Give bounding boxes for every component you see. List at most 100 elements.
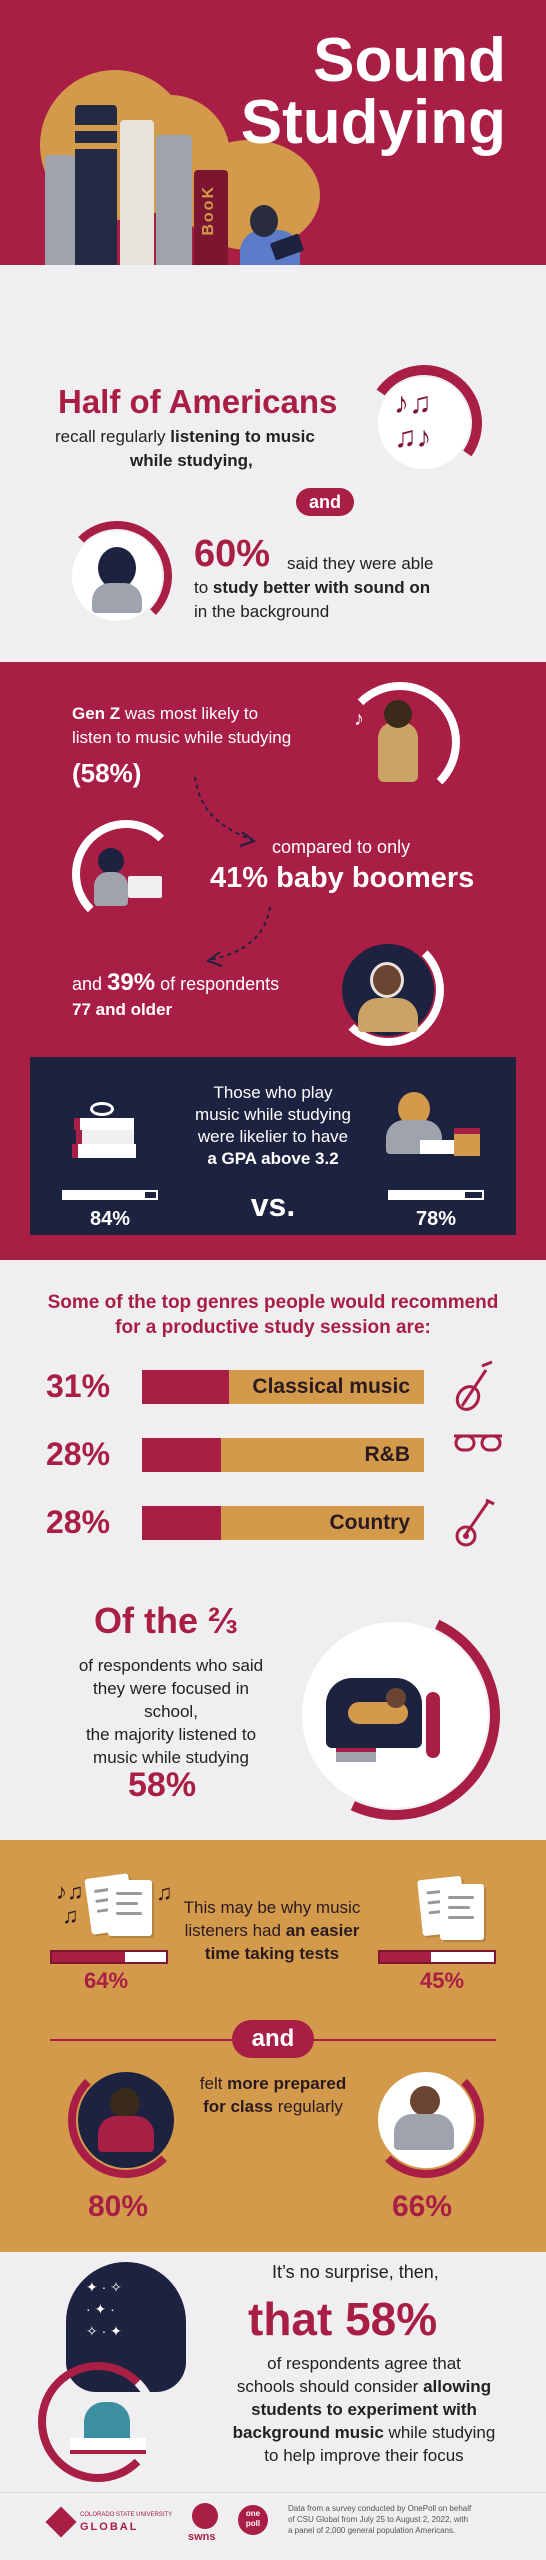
listener-ring xyxy=(62,521,172,631)
intro-section: Half of Americans recall regularly liste… xyxy=(0,265,546,662)
focus-text: of respondents who said they were focuse… xyxy=(78,1656,264,1767)
genz-text: Gen Z was most likely to listen to music… xyxy=(72,704,292,747)
book-illustration xyxy=(156,135,192,265)
tired-student-icon xyxy=(380,1092,480,1162)
reader-ring xyxy=(38,2362,158,2482)
hero-section: BooK Sound Studying xyxy=(0,0,546,265)
generations-section: Gen Z was most likely to listen to music… xyxy=(0,662,546,1260)
headphones-person-icon xyxy=(92,583,142,613)
genre-bar: R&B xyxy=(142,1438,424,1472)
intro-headline: Half of Americans xyxy=(58,383,338,420)
laptop-ring xyxy=(72,820,180,928)
music-notes-icon: ♪♫ ♫ xyxy=(56,1879,84,1928)
focus-pct: 58% xyxy=(128,1766,197,1804)
genre-pct: 28% xyxy=(46,1504,111,1540)
csu-global-logo-text: COLORADO STATE UNIVERSITY GLOBAL xyxy=(80,2512,173,2533)
intro-line-1: recall regularly listening to music xyxy=(55,427,315,446)
prepared-right-pct: 66% xyxy=(392,2190,453,2223)
boomers-stat: 41% baby boomers xyxy=(210,862,475,894)
gpa-vs: vs. xyxy=(250,1187,296,1223)
genz-pct: (58%) xyxy=(72,758,142,788)
conclusion-big: that 58% xyxy=(248,2293,438,2345)
gpa-right-pct: 78% xyxy=(416,1208,457,1230)
swns-logo xyxy=(192,2503,218,2529)
older-line-2: 77 and older xyxy=(72,1000,173,1019)
connector-and: and xyxy=(296,488,354,516)
stat-60: 60% xyxy=(194,533,271,575)
guitar-icon xyxy=(452,1496,496,1553)
title-line-1: Sound xyxy=(313,26,506,95)
genre-bar-fill xyxy=(142,1370,230,1404)
gpa-left-pct: 84% xyxy=(90,1208,131,1230)
laptop-person-icon xyxy=(98,848,124,874)
genre-bar: Country xyxy=(142,1506,424,1540)
book-illustration xyxy=(75,105,117,265)
stressed-person-icon xyxy=(394,2114,454,2150)
older-person-icon xyxy=(370,962,404,998)
stat-60-text-2: to study better with sound on xyxy=(194,578,431,597)
couch-student-icon xyxy=(326,1672,456,1772)
genre-bar-fill xyxy=(142,1438,221,1472)
conclusion-text: of respondents agree that schools should… xyxy=(232,2354,496,2465)
book-spine-text: BooK xyxy=(200,185,217,236)
book-illustration xyxy=(45,155,75,265)
genre-bar-fill xyxy=(142,1506,221,1540)
genres-section: Some of the top genres people would reco… xyxy=(0,1260,546,1840)
dotted-arrow-icon xyxy=(194,776,257,847)
prepared-left-pct: 80% xyxy=(88,2190,149,2223)
conclusion-section: ✦ · ✧ · ✦ · ✧ · ✦ It’s no surprise, then, … xyxy=(0,2252,546,2492)
violin-icon xyxy=(452,1360,496,1417)
stat-60-text-3: in the background xyxy=(194,602,330,621)
music-notes-icon: ♪♫ ♫♪ xyxy=(394,387,432,454)
laptop-icon xyxy=(128,876,162,898)
music-note-icon: ♪ xyxy=(354,708,364,730)
older-person-icon xyxy=(358,998,418,1032)
genre-bar: Classical music xyxy=(142,1370,424,1404)
older-text: and 39% of respondents xyxy=(72,969,280,996)
book-illustration xyxy=(194,170,228,265)
stacked-books-icon xyxy=(72,1102,136,1158)
conclusion-line-1: It’s no surprise, then, xyxy=(272,2262,439,2282)
tests-text: This may be why music listeners had an e… xyxy=(183,1898,361,1963)
music-notes-icon: ♫ xyxy=(156,1880,173,1905)
genre-pct: 31% xyxy=(46,1368,111,1404)
tests-left-bar xyxy=(50,1950,168,1964)
sunglasses-icon xyxy=(452,1428,504,1467)
laptop-person-icon xyxy=(94,872,128,906)
studying-person-icon xyxy=(110,2088,140,2118)
open-book-icon xyxy=(70,2438,146,2454)
genz-ring xyxy=(340,682,460,802)
older-ring xyxy=(332,934,444,1046)
intro-line-2: while studying, xyxy=(130,451,253,470)
swns-logo-text: swns xyxy=(188,2531,216,2543)
footer-source: Data from a survey conducted by OnePoll … xyxy=(288,2504,472,2535)
stars-icon: ✦ · ✧ · ✦ · ✧ · ✦ xyxy=(86,2279,122,2339)
onepoll-logo xyxy=(238,2505,268,2535)
music-notes-circle xyxy=(378,377,470,469)
focus-headline: Of the ⅔ xyxy=(94,1600,239,1641)
genres-heading: Some of the top genres people would reco… xyxy=(47,1292,499,1338)
footer: COLORADO STATE UNIVERSITY GLOBAL swns on… xyxy=(0,2492,546,2560)
prepared-right-ring xyxy=(368,2062,484,2178)
studying-person-icon xyxy=(98,2116,154,2152)
csu-global-logo xyxy=(45,2506,77,2538)
connector-and: and xyxy=(232,2020,314,2058)
genre-label: R&B xyxy=(364,1443,411,1466)
reader-illustration xyxy=(250,205,278,237)
tests-right-bar xyxy=(378,1950,496,1964)
book-illustration xyxy=(120,120,154,265)
genre-pct: 28% xyxy=(46,1436,111,1472)
test-paper-icon xyxy=(440,1884,484,1940)
gpa-right-bar xyxy=(388,1190,484,1200)
onepoll-logo-text: one poll xyxy=(245,2509,261,2528)
stat-60-text-1: said they were able xyxy=(287,554,434,573)
dotted-arrow-icon xyxy=(205,906,271,967)
title-line-2: Studying xyxy=(240,88,506,157)
stressed-person-icon xyxy=(410,2086,440,2116)
tests-left-pct: 64% xyxy=(84,1968,129,1993)
compared-text: compared to only xyxy=(272,837,411,857)
genz-person-icon xyxy=(378,722,418,782)
gpa-text: Those who play music while studying were… xyxy=(195,1083,351,1168)
test-paper-icon xyxy=(108,1880,152,1936)
page-title: Sound Studying xyxy=(241,30,506,154)
